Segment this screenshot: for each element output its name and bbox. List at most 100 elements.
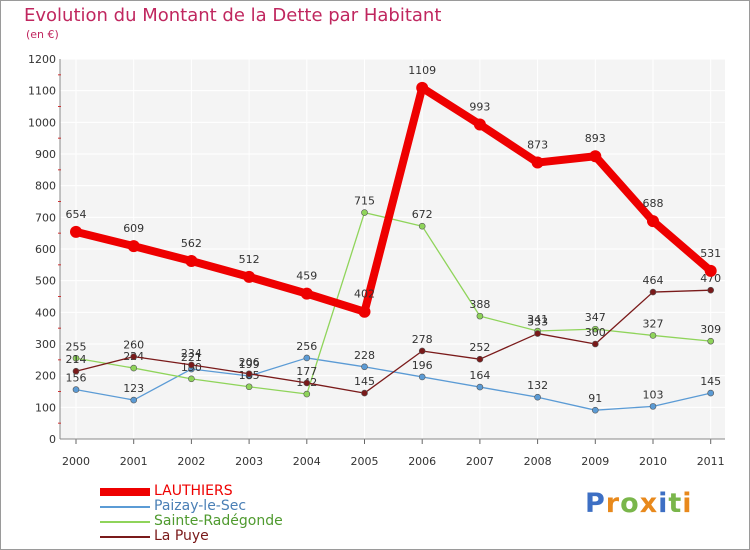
- x-tick-label: 2003: [235, 455, 263, 468]
- data-label: 512: [239, 253, 260, 266]
- data-label: 260: [123, 339, 144, 352]
- data-point: [416, 81, 429, 94]
- y-tick-label: 800: [35, 180, 56, 193]
- data-point: [72, 386, 80, 393]
- data-label: 255: [66, 340, 87, 353]
- y-tick-label: 0: [49, 433, 56, 446]
- data-label: 214: [66, 353, 87, 366]
- y-tick-label: 1000: [28, 116, 56, 129]
- data-label: 893: [585, 132, 606, 145]
- y-tick-label: 200: [35, 370, 56, 383]
- legend-label: La Puye: [154, 528, 209, 544]
- logo-letter: i: [682, 488, 693, 519]
- data-label: 156: [66, 372, 87, 385]
- data-label: 221: [181, 351, 202, 364]
- data-label: 402: [354, 288, 375, 301]
- data-label: 688: [643, 197, 664, 210]
- legend-item: Sainte-Radégonde: [100, 513, 360, 529]
- data-label: 333: [527, 316, 548, 329]
- logo-letter: r: [605, 488, 621, 519]
- x-tick-label: 2004: [293, 455, 321, 468]
- data-point: [534, 393, 541, 401]
- data-point: [591, 340, 599, 348]
- data-point: [127, 240, 140, 253]
- series-line-sainte-rad-gonde: [75, 211, 712, 395]
- data-label: 145: [700, 375, 721, 388]
- data-label: 470: [700, 272, 721, 285]
- legend-label: LAUTHIERS: [154, 483, 233, 499]
- y-tick-label: 1100: [28, 85, 56, 98]
- data-point: [185, 255, 198, 268]
- data-point: [188, 375, 195, 383]
- data-point: [591, 325, 599, 333]
- data-label: 464: [643, 274, 664, 287]
- data-point: [534, 330, 541, 337]
- data-label: 234: [181, 347, 202, 360]
- data-label: 199: [239, 358, 260, 371]
- data-point: [303, 379, 311, 387]
- data-label: 177: [296, 365, 317, 378]
- data-label: 672: [412, 208, 433, 221]
- data-point: [707, 286, 715, 294]
- data-point: [649, 403, 657, 410]
- y-tick-label: 600: [35, 243, 56, 256]
- data-label: 347: [585, 311, 606, 324]
- y-tick-label: 900: [35, 148, 56, 161]
- data-point: [358, 305, 371, 318]
- data-point: [418, 373, 426, 381]
- data-point: [303, 390, 311, 398]
- data-point: [303, 354, 311, 362]
- x-tick-label: 2002: [177, 455, 205, 468]
- data-label: 309: [700, 323, 721, 336]
- logo-letter: P: [585, 488, 606, 519]
- data-point: [707, 389, 715, 397]
- y-tick-label: 100: [35, 401, 56, 414]
- legend-label: Sainte-Radégonde: [154, 513, 283, 529]
- logo-letter: x: [639, 488, 659, 519]
- data-label: 531: [700, 247, 721, 260]
- data-label: 164: [469, 369, 490, 382]
- chart-subtitle: (en €): [26, 28, 59, 41]
- x-tick-label: 2005: [351, 455, 379, 468]
- data-label: 256: [296, 340, 317, 353]
- data-label: 609: [123, 222, 144, 235]
- data-point: [649, 332, 657, 339]
- y-tick-label: 700: [35, 211, 56, 224]
- data-point: [649, 288, 657, 296]
- y-tick-label: 400: [35, 306, 56, 319]
- logo-letter: t: [668, 488, 683, 519]
- data-label: 341: [527, 313, 548, 326]
- data-point: [245, 370, 253, 378]
- data-point: [589, 150, 602, 163]
- data-point: [476, 355, 484, 363]
- data-label: 206: [239, 356, 260, 369]
- data-label: 654: [66, 208, 87, 221]
- x-tick-label: 2006: [408, 455, 436, 468]
- proxiti-logo: Proxiti: [585, 488, 693, 519]
- data-point: [70, 225, 82, 238]
- data-point: [647, 215, 659, 228]
- data-point: [707, 337, 715, 345]
- data-point: [591, 406, 599, 414]
- data-point: [418, 222, 426, 230]
- data-label: 873: [527, 139, 548, 152]
- x-tick-label: 2001: [120, 455, 148, 468]
- data-label: 327: [643, 317, 664, 330]
- data-point: [130, 353, 137, 360]
- series-line-la-puye: [75, 289, 712, 394]
- legend-swatch: [100, 488, 150, 496]
- data-point: [361, 363, 368, 371]
- x-tick-label: 2011: [697, 455, 725, 468]
- legend-item: Paizay-le-Sec: [100, 498, 360, 514]
- series-line-lauthiers: [72, 83, 715, 316]
- data-label: 459: [296, 270, 317, 283]
- legend-swatch: [100, 506, 150, 508]
- data-label: 132: [527, 379, 548, 392]
- data-label: 715: [354, 195, 375, 208]
- data-point: [704, 264, 717, 277]
- y-tick-label: 1200: [28, 53, 56, 66]
- legend-swatch: [100, 521, 150, 523]
- legend-swatch: [100, 536, 150, 538]
- data-label: 993: [469, 101, 490, 114]
